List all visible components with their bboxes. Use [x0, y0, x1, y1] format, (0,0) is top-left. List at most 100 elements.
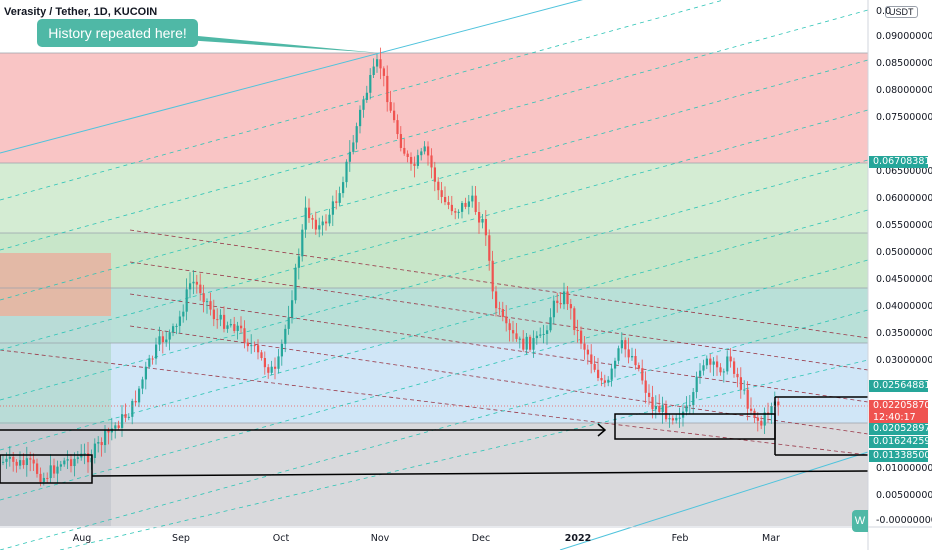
zone-green-2	[0, 233, 868, 288]
candle-body	[182, 311, 185, 317]
zone-teal	[0, 288, 868, 343]
candle-body	[556, 300, 559, 304]
candle-body	[226, 325, 229, 329]
price-tag: 12:40:17	[869, 412, 928, 424]
candle-body	[467, 201, 470, 207]
candle-body	[464, 202, 467, 207]
candle-body	[155, 344, 158, 359]
candle-body	[386, 75, 389, 103]
candle-body	[430, 155, 433, 168]
candle-body	[15, 461, 18, 466]
candle-body	[641, 368, 644, 381]
candle-body	[308, 207, 311, 219]
candle-body	[760, 420, 763, 426]
candle-body	[559, 303, 562, 305]
candle-body	[518, 338, 521, 340]
currency-selector[interactable]: USDT	[885, 6, 918, 18]
candle-body	[158, 336, 161, 345]
candle-body	[770, 406, 773, 414]
candle-body	[457, 211, 460, 213]
candle-body	[444, 196, 447, 203]
candle-body	[396, 120, 399, 135]
candle-body	[484, 219, 487, 236]
price-tag: 0.06708381	[869, 156, 930, 168]
candle-body	[461, 202, 464, 212]
xtick-label: Feb	[671, 533, 689, 544]
candle-body	[345, 161, 348, 183]
descending-channel-lines	[0, 229, 869, 456]
candle-body	[362, 99, 365, 110]
candle-body	[501, 309, 504, 317]
candle-body	[12, 456, 15, 462]
ytick-label: 0.08500000	[876, 58, 932, 69]
candlestick-series	[2, 47, 780, 487]
candle-body	[634, 356, 637, 366]
candle-body	[716, 361, 719, 368]
candle-body	[376, 59, 379, 67]
candle-body	[311, 218, 314, 220]
candle-body	[63, 460, 66, 465]
xtick-label: Mar	[762, 533, 780, 544]
price-tag: 0.02052897	[869, 423, 930, 435]
candle-body	[644, 380, 647, 393]
candle-body	[301, 229, 304, 257]
candle-body	[195, 281, 198, 285]
candle-body	[22, 460, 25, 466]
candle-body	[648, 392, 651, 397]
annotations	[0, 396, 869, 484]
candle-body	[42, 477, 45, 482]
candle-body	[97, 442, 100, 444]
candle-body	[328, 214, 331, 224]
ytick-label: 0.03500000	[876, 328, 932, 339]
candle-body	[359, 109, 362, 127]
zone-left-teal	[0, 316, 111, 424]
candle-body	[382, 68, 385, 76]
candle-body	[304, 207, 307, 230]
candle-body	[719, 367, 722, 373]
candle-body	[76, 457, 79, 459]
side-panel-button[interactable]: W	[852, 510, 868, 532]
candle-body	[508, 323, 511, 331]
candle-body	[739, 377, 742, 390]
candle-body	[284, 328, 287, 344]
candle-body	[379, 59, 382, 69]
candle-body	[661, 405, 664, 412]
candle-body	[104, 430, 107, 446]
candle-body	[580, 330, 583, 344]
history-callout[interactable]: History repeated here!	[37, 19, 198, 47]
zone-blue	[0, 343, 868, 423]
candle-body	[274, 366, 277, 369]
candle-body	[450, 204, 453, 212]
candle-body	[189, 283, 192, 290]
candle-body	[209, 301, 212, 310]
candle-body	[542, 333, 545, 335]
candle-body	[654, 405, 657, 410]
candle-body	[352, 142, 355, 152]
candle-body	[318, 225, 321, 230]
candle-body	[369, 75, 372, 93]
xtick-label: 2022	[564, 533, 592, 544]
candle-body	[202, 293, 205, 303]
candle-body	[410, 156, 413, 164]
candle-body	[212, 309, 215, 320]
candle-body	[546, 330, 549, 334]
candle-body	[243, 328, 246, 343]
candle-body	[178, 316, 181, 326]
candle-body	[117, 425, 120, 428]
candle-body	[165, 339, 168, 343]
candle-body	[733, 361, 736, 374]
candle-body	[257, 345, 260, 353]
candle-body	[134, 400, 137, 403]
candle-body	[620, 340, 623, 349]
ytick-label: 0.09000000	[876, 31, 932, 42]
candle-body	[515, 333, 518, 339]
candle-body	[70, 459, 73, 467]
candle-body	[610, 368, 613, 380]
candle-body	[583, 343, 586, 350]
candle-body	[413, 163, 416, 166]
candle-body	[250, 345, 253, 347]
candle-body	[8, 456, 11, 459]
candle-body	[440, 190, 443, 197]
candle-body	[246, 342, 249, 347]
